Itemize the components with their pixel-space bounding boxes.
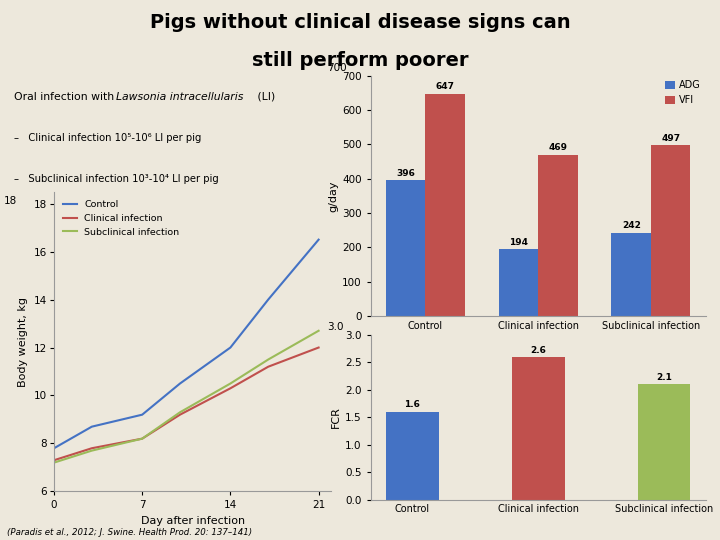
Text: 3.0: 3.0 (328, 321, 343, 332)
Text: 1.6: 1.6 (405, 401, 420, 409)
Clinical infection (88, 445, 96, 451)
Text: 700: 700 (328, 63, 347, 73)
Clinical infection (314, 345, 323, 351)
Bar (386, 180, 426, 316)
Text: (Paradis et al., 2012; J. Swine. Health Prod. 20: 137–141): (Paradis et al., 2012; J. Swine. Health … (7, 528, 252, 537)
Subclinical infection (314, 328, 323, 334)
Text: (LI): (LI) (253, 92, 275, 102)
Text: Oral infection with: Oral infection with (14, 92, 118, 102)
Control (314, 237, 323, 243)
Line: Clinical infection: Clinical infection (54, 348, 318, 460)
Text: –   Clinical infection 10⁵-10⁶ LI per pig: – Clinical infection 10⁵-10⁶ LI per pig (14, 133, 202, 143)
Legend: Control, Clinical infection, Subclinical infection: Control, Clinical infection, Subclinical… (59, 197, 183, 240)
Text: 2.1: 2.1 (656, 373, 672, 382)
Text: 2.6: 2.6 (530, 346, 546, 355)
Text: 497: 497 (661, 134, 680, 143)
Subclinical infection (50, 460, 58, 466)
Text: Lawsonia intracellularis: Lawsonia intracellularis (117, 92, 244, 102)
Text: –   Subclinical infection 10³-10⁴ LI per pig: – Subclinical infection 10³-10⁴ LI per p… (14, 174, 219, 184)
X-axis label: Day after infection: Day after infection (140, 516, 245, 526)
Text: 647: 647 (436, 83, 455, 91)
Control (138, 411, 147, 418)
Clinical infection (226, 385, 235, 392)
Bar (611, 233, 651, 316)
Text: 242: 242 (622, 221, 641, 231)
Bar (426, 94, 465, 316)
Control (50, 445, 58, 451)
Text: 469: 469 (549, 144, 567, 152)
Bar (651, 145, 690, 316)
Text: 18: 18 (4, 196, 17, 206)
Bar (512, 357, 564, 500)
Text: 396: 396 (396, 168, 415, 178)
Subclinical infection (176, 409, 184, 415)
Control (176, 380, 184, 387)
Control (88, 423, 96, 430)
Y-axis label: Body weight, kg: Body weight, kg (18, 296, 28, 387)
Bar (386, 411, 439, 500)
Bar (539, 155, 577, 316)
Subclinical infection (264, 356, 272, 363)
Bar (637, 384, 690, 500)
Clinical infection (138, 435, 147, 442)
Subclinical infection (88, 448, 96, 454)
Subclinical infection (226, 380, 235, 387)
Bar (499, 249, 539, 316)
Text: Pigs without clinical disease signs can: Pigs without clinical disease signs can (150, 14, 570, 32)
Subclinical infection (138, 435, 147, 442)
Control (264, 296, 272, 303)
Text: 194: 194 (509, 238, 528, 247)
Legend: ADG, VFI: ADG, VFI (665, 80, 701, 105)
Line: Control: Control (54, 240, 318, 448)
Text: still perform poorer: still perform poorer (252, 51, 468, 70)
Clinical infection (50, 457, 58, 463)
Y-axis label: g/day: g/day (328, 180, 338, 212)
Control (226, 345, 235, 351)
Y-axis label: FCR: FCR (331, 406, 341, 428)
Clinical infection (264, 363, 272, 370)
Line: Subclinical infection: Subclinical infection (54, 331, 318, 463)
Clinical infection (176, 411, 184, 418)
